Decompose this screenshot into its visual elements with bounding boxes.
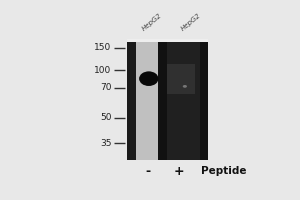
Text: 100: 100 (94, 66, 111, 75)
Text: +: + (173, 165, 184, 178)
Ellipse shape (143, 74, 154, 83)
Text: HepG2: HepG2 (141, 13, 164, 32)
Text: -: - (146, 165, 151, 178)
Text: Peptide: Peptide (201, 166, 246, 176)
Bar (136, 72, 158, 76)
Bar (136, 60, 158, 64)
Bar (136, 100, 158, 104)
Bar (136, 64, 158, 68)
Bar (136, 112, 158, 116)
Bar (136, 84, 158, 88)
Bar (136, 148, 158, 152)
Bar (136, 120, 158, 124)
Ellipse shape (145, 75, 153, 82)
Ellipse shape (140, 72, 157, 85)
Bar (200, 39, 208, 160)
Text: 150: 150 (94, 43, 111, 52)
Bar (163, 39, 208, 160)
Bar (136, 140, 158, 144)
Bar (136, 68, 158, 72)
Bar (136, 56, 158, 60)
Bar (136, 136, 158, 140)
Bar (136, 80, 158, 84)
Text: HepG2: HepG2 (179, 13, 202, 32)
Ellipse shape (139, 71, 158, 86)
Bar (136, 96, 158, 100)
Bar (136, 92, 158, 96)
Bar (136, 39, 158, 43)
Ellipse shape (183, 85, 187, 88)
Bar (136, 104, 158, 108)
Ellipse shape (140, 72, 158, 85)
Bar (136, 152, 158, 156)
Text: 70: 70 (100, 83, 111, 92)
Bar (127, 39, 208, 42)
Ellipse shape (141, 73, 157, 84)
Bar (136, 116, 158, 120)
Bar (136, 132, 158, 136)
Bar (136, 47, 158, 51)
Ellipse shape (142, 74, 155, 83)
Bar (136, 124, 158, 128)
Bar (136, 43, 158, 47)
Bar (158, 39, 167, 160)
Text: 35: 35 (100, 139, 111, 148)
Bar (136, 156, 158, 160)
Bar (136, 88, 158, 92)
Bar (136, 144, 158, 148)
Bar (127, 39, 136, 160)
Bar (136, 128, 158, 132)
Bar (136, 76, 158, 80)
Bar (167, 64, 195, 94)
Bar (136, 108, 158, 112)
Bar (136, 51, 158, 56)
Ellipse shape (144, 75, 154, 82)
Bar (136, 39, 163, 160)
Ellipse shape (145, 76, 152, 81)
Text: 50: 50 (100, 113, 111, 122)
Ellipse shape (142, 73, 156, 84)
